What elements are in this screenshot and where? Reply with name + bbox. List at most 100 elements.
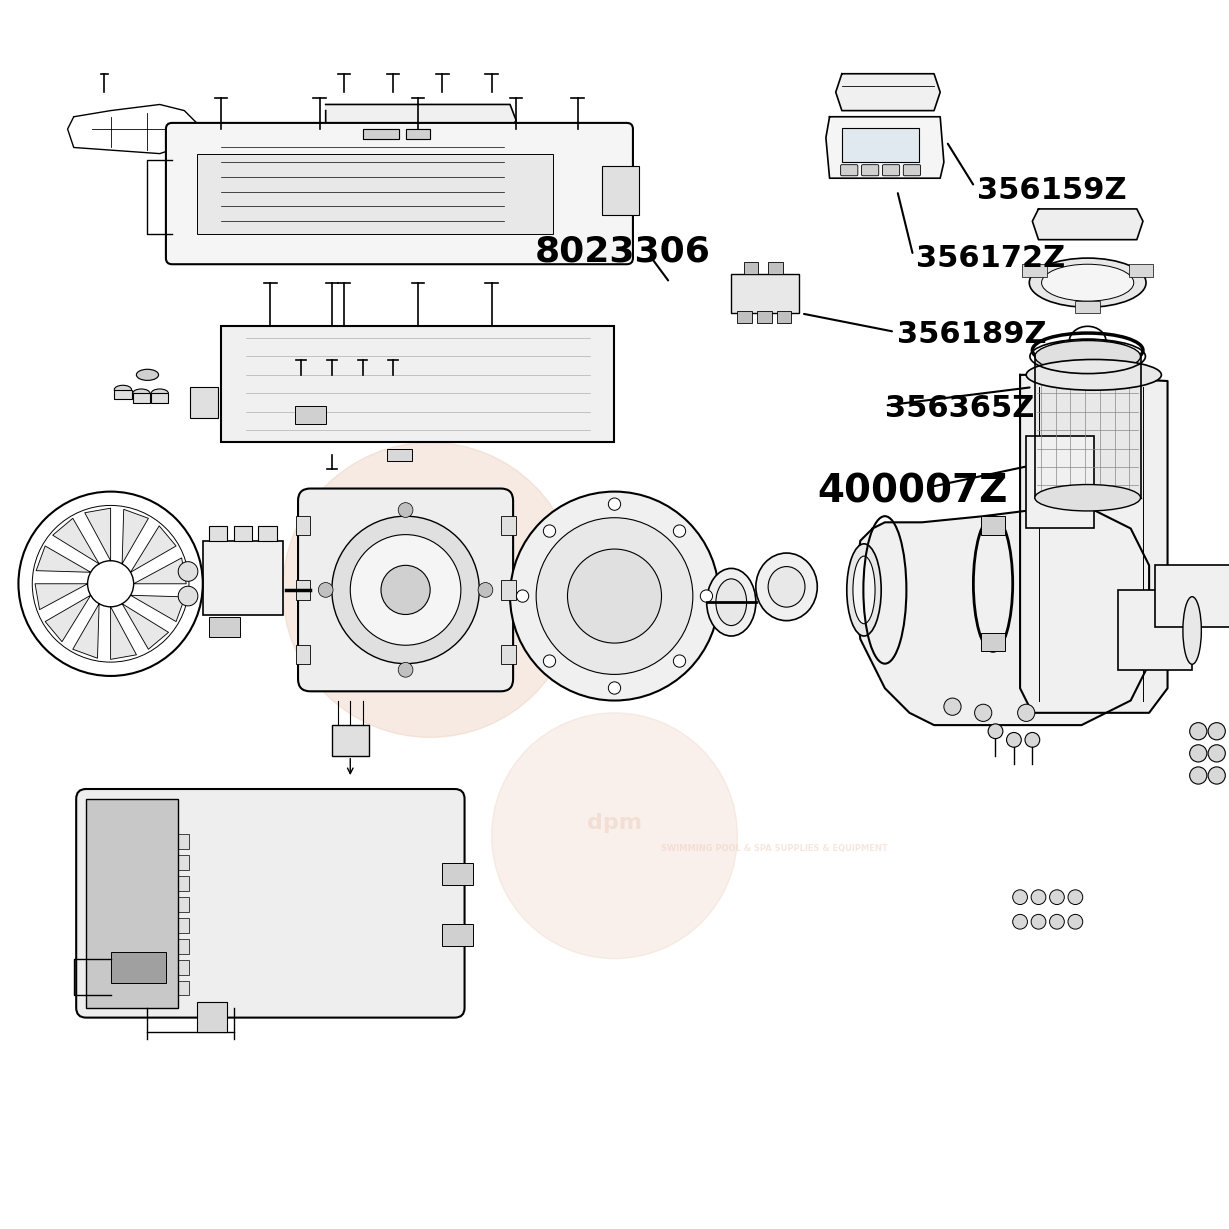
- Bar: [777, 311, 791, 323]
- Circle shape: [1190, 723, 1207, 740]
- Circle shape: [1208, 745, 1225, 762]
- Polygon shape: [326, 104, 516, 129]
- Bar: [442, 924, 473, 946]
- Polygon shape: [1020, 375, 1168, 713]
- Bar: [151, 393, 168, 403]
- Circle shape: [536, 517, 693, 675]
- Circle shape: [1190, 767, 1207, 784]
- Bar: [981, 516, 1005, 535]
- Circle shape: [492, 713, 737, 959]
- Polygon shape: [36, 546, 91, 573]
- Bar: [86, 834, 189, 849]
- Bar: [1023, 264, 1047, 277]
- Bar: [1075, 301, 1100, 313]
- Polygon shape: [34, 584, 87, 610]
- Circle shape: [1018, 704, 1035, 721]
- Bar: [1128, 264, 1153, 277]
- Circle shape: [673, 655, 686, 667]
- Circle shape: [1068, 890, 1083, 905]
- Bar: [406, 129, 430, 139]
- Ellipse shape: [853, 556, 875, 624]
- Polygon shape: [122, 603, 168, 649]
- Ellipse shape: [1182, 596, 1201, 664]
- Bar: [86, 897, 189, 912]
- Circle shape: [1025, 732, 1040, 747]
- Bar: [500, 644, 515, 664]
- Bar: [442, 863, 473, 885]
- Bar: [190, 387, 218, 418]
- Ellipse shape: [1035, 340, 1141, 372]
- Bar: [363, 129, 399, 139]
- Polygon shape: [111, 607, 136, 659]
- Bar: [86, 960, 189, 975]
- Circle shape: [381, 565, 430, 614]
- Text: 400007Z: 400007Z: [817, 473, 1008, 510]
- Bar: [1118, 590, 1192, 670]
- Circle shape: [510, 492, 719, 701]
- Bar: [86, 855, 189, 870]
- Bar: [1035, 356, 1141, 498]
- Bar: [221, 326, 614, 442]
- Circle shape: [516, 590, 528, 602]
- Circle shape: [543, 655, 556, 667]
- FancyBboxPatch shape: [76, 789, 465, 1018]
- Ellipse shape: [847, 543, 881, 637]
- Circle shape: [1208, 723, 1225, 740]
- Bar: [86, 876, 189, 891]
- Ellipse shape: [756, 553, 817, 621]
- Polygon shape: [85, 509, 111, 560]
- Circle shape: [975, 704, 992, 721]
- Text: 356365Z: 356365Z: [885, 393, 1035, 423]
- Text: SWIMMING POOL & SPA SUPPLIES & EQUIPMENT: SWIMMING POOL & SPA SUPPLIES & EQUIPMENT: [661, 843, 887, 853]
- Bar: [209, 526, 227, 541]
- Bar: [1155, 565, 1229, 627]
- Bar: [1026, 436, 1094, 528]
- Circle shape: [478, 583, 493, 597]
- Ellipse shape: [1041, 264, 1133, 301]
- Bar: [332, 725, 369, 756]
- Polygon shape: [130, 595, 186, 622]
- Bar: [209, 617, 240, 637]
- Bar: [86, 981, 189, 995]
- Circle shape: [944, 698, 961, 715]
- Circle shape: [701, 590, 713, 602]
- Ellipse shape: [136, 370, 159, 381]
- Ellipse shape: [707, 568, 756, 637]
- Circle shape: [178, 586, 198, 606]
- Circle shape: [1007, 732, 1021, 747]
- Ellipse shape: [768, 567, 805, 607]
- Circle shape: [398, 662, 413, 677]
- Polygon shape: [53, 519, 100, 564]
- Ellipse shape: [715, 579, 746, 626]
- Circle shape: [543, 525, 556, 537]
- Bar: [981, 633, 1005, 651]
- Polygon shape: [122, 509, 149, 564]
- Bar: [842, 128, 919, 162]
- Polygon shape: [134, 558, 186, 584]
- Circle shape: [1190, 745, 1207, 762]
- Circle shape: [1050, 914, 1064, 929]
- Text: dpm: dpm: [396, 564, 465, 591]
- Text: 8023306: 8023306: [535, 235, 710, 269]
- Circle shape: [1031, 914, 1046, 929]
- Bar: [197, 154, 553, 234]
- Circle shape: [350, 535, 461, 645]
- Circle shape: [673, 525, 686, 537]
- Bar: [363, 129, 399, 139]
- Bar: [744, 262, 758, 274]
- Polygon shape: [826, 117, 944, 178]
- Circle shape: [178, 562, 198, 581]
- Bar: [197, 1002, 227, 1032]
- Bar: [737, 311, 752, 323]
- Circle shape: [988, 724, 1003, 739]
- Circle shape: [1050, 890, 1064, 905]
- Ellipse shape: [1029, 258, 1145, 307]
- Bar: [86, 918, 189, 933]
- Text: 356159Z: 356159Z: [977, 176, 1127, 205]
- FancyBboxPatch shape: [297, 488, 512, 691]
- Bar: [111, 952, 166, 983]
- Bar: [86, 799, 178, 1008]
- Bar: [114, 390, 132, 399]
- Ellipse shape: [1035, 484, 1141, 511]
- Bar: [406, 129, 430, 139]
